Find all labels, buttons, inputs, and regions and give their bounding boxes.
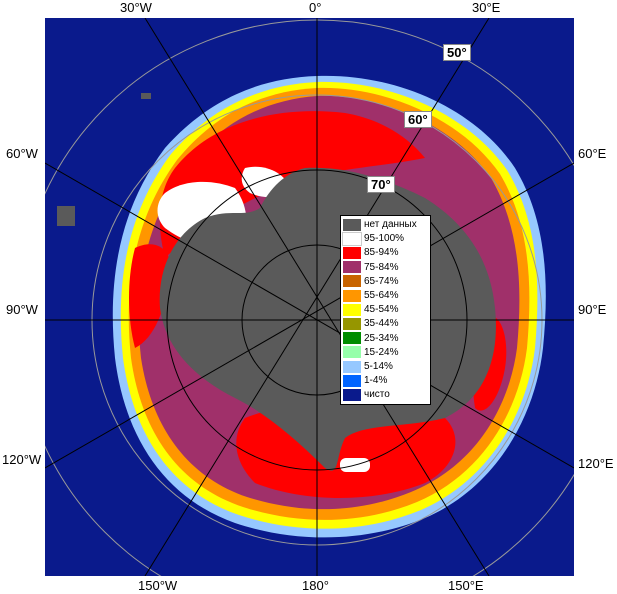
longitude-label-150w: 150°W [138,578,178,593]
ice-zone-85-94 [159,111,425,258]
longitude-label-120e: 120°E [578,456,614,471]
concentration-legend: нет данных 95-100% 85-94% 75-84% 65-74% 55-64… [340,215,431,405]
longitude-label-90e: 90°E [578,302,607,317]
legend-label: 5-14% [364,361,393,372]
longitude-label-0: 0° [309,0,322,15]
legend-swatch [343,317,361,330]
legend-label: 65-74% [364,275,399,287]
legend-item: нет данных [343,218,417,231]
legend-swatch [343,218,361,231]
legend-label: 1-4% [364,375,388,387]
longitude-label-60e: 60°E [578,146,607,161]
legend-swatch [343,261,361,274]
sea-ice-map [45,18,574,576]
longitude-label-150e: 150°E [448,578,484,593]
legend-label: 25-34% [364,332,399,344]
legend-label: чисто [364,389,390,401]
legend-swatch [343,360,361,373]
legend-swatch [343,346,361,359]
map-canvas [45,18,574,576]
legend-label: 35-44% [364,318,399,330]
legend-swatch [343,246,361,259]
latitude-label-60: 60° [404,111,432,128]
legend-swatch [343,332,361,345]
longitude-label-60w: 60°W [6,146,38,161]
legend-label: 15-24% [364,346,399,358]
legend-swatch [343,289,361,302]
legend-swatch [343,388,361,401]
legend-label: 75-84% [364,261,399,273]
legend-label: нет данных [364,219,417,230]
legend-label: 85-94% [364,247,399,259]
ice-zone-85-94 [129,244,171,348]
legend-label: 55-64% [364,290,399,301]
latitude-label-70: 70° [367,176,395,193]
longitude-label-90w: 90°W [6,302,38,317]
legend-item: 25-34% [343,332,398,345]
legend-item: 1-4% [343,374,387,387]
meridian-60 [45,162,574,469]
legend-swatch [343,275,361,288]
legend-swatch [343,303,361,316]
land-fragment [141,93,151,99]
land-fragment [57,206,75,226]
longitude-label-30w: 30°W [120,0,152,15]
legend-swatch [343,374,361,387]
legend-label: 95-100% [364,233,405,245]
legend-item: 5-14% [343,360,393,373]
legend-item: 55-64% [343,289,398,302]
legend-item: 85-94% [343,246,398,259]
longitude-label-180: 180° [302,578,329,593]
legend-item: 75-84% [343,261,398,274]
legend-item: 65-74% [343,275,398,288]
legend-swatch [342,231,362,246]
legend-item: 35-44% [343,317,398,330]
legend-label: 45-54% [364,304,399,316]
legend-item: чисто [343,388,390,401]
legend-item: 45-54% [343,303,398,316]
legend-item: 95-100% [342,231,405,246]
longitude-label-120w: 120°W [2,452,42,467]
latitude-label-50: 50° [443,44,471,61]
longitude-label-30e: 30°E [472,0,501,15]
legend-item: 15-24% [343,346,398,359]
